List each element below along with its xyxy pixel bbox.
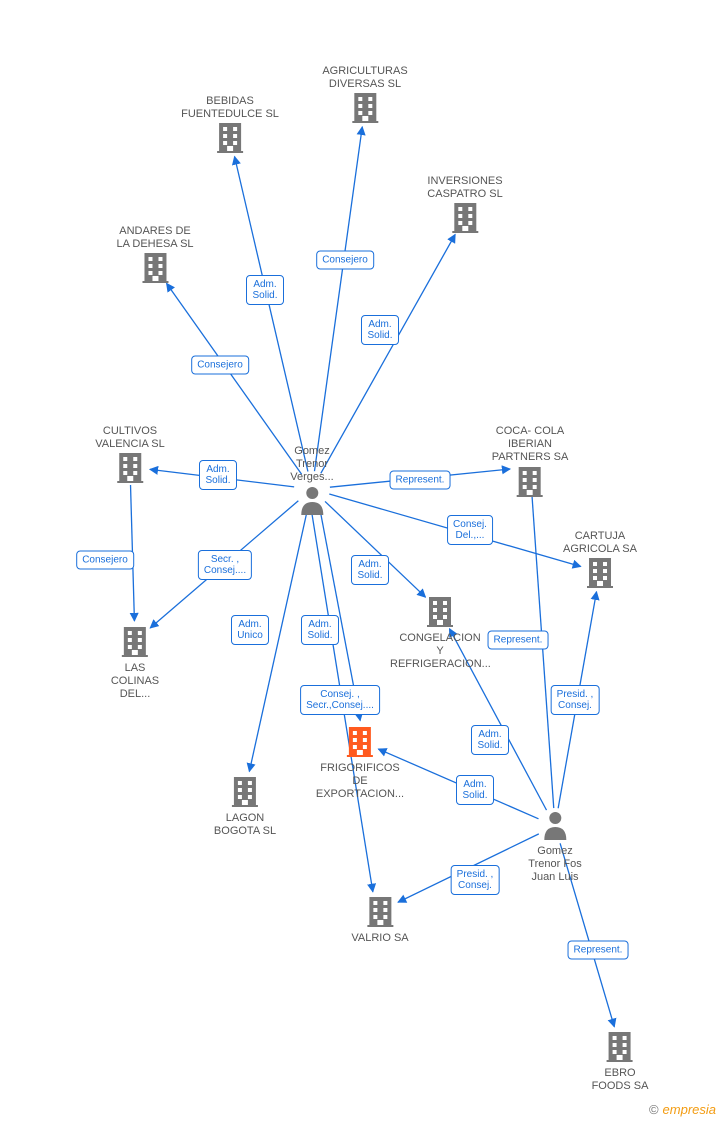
company-node[interactable]: CULTIVOS VALENCIA SL xyxy=(95,425,165,488)
edge-label: Secr. , Consej.... xyxy=(198,550,252,580)
company-node[interactable]: FRIGORIFICOS DE EXPORTACION... xyxy=(316,725,404,802)
edge-label: Represent. xyxy=(568,941,629,960)
building-icon xyxy=(214,775,276,812)
building-icon xyxy=(322,91,407,128)
company-node[interactable]: AGRICULTURAS DIVERSAS SL xyxy=(322,65,407,128)
edge-label: Adm. Solid. xyxy=(199,460,237,490)
company-node[interactable]: EBRO FOODS SA xyxy=(592,1030,649,1093)
node-label: EBRO FOODS SA xyxy=(592,1067,649,1093)
building-icon xyxy=(427,201,502,238)
building-icon xyxy=(116,251,193,288)
company-node[interactable]: BEBIDAS FUENTEDULCE SL xyxy=(181,95,279,158)
building-icon xyxy=(316,725,404,762)
edge-label: Consejero xyxy=(191,356,249,375)
edge-label: Adm. Solid. xyxy=(301,615,339,645)
building-icon xyxy=(95,451,165,488)
edge-label: Adm. Unico xyxy=(231,615,269,645)
node-label: LAS COLINAS DEL... xyxy=(111,662,159,702)
node-label: LAGON BOGOTA SL xyxy=(214,812,276,838)
company-node[interactable]: LAGON BOGOTA SL xyxy=(214,775,276,838)
edge-label: Consejero xyxy=(76,551,134,570)
watermark: © empresia xyxy=(649,1102,716,1117)
edge-label: Consejero xyxy=(316,251,374,270)
edge-label: Consej. Del.,... xyxy=(447,515,493,545)
edge-label: Represent. xyxy=(390,471,451,490)
node-label: INVERSIONES CASPATRO SL xyxy=(427,175,502,201)
edge-label: Adm. Solid. xyxy=(361,315,399,345)
node-label: AGRICULTURAS DIVERSAS SL xyxy=(322,65,407,91)
node-label: ANDARES DE LA DEHESA SL xyxy=(116,225,193,251)
building-icon xyxy=(592,1030,649,1067)
company-node[interactable]: VALRIO SA xyxy=(351,895,408,945)
edge-label: Adm. Solid. xyxy=(246,275,284,305)
person-icon xyxy=(528,810,581,845)
copyright-symbol: © xyxy=(649,1102,659,1117)
node-label: VALRIO SA xyxy=(351,932,408,945)
node-label: Gomez Trenor Verges... xyxy=(290,445,333,485)
node-label: FRIGORIFICOS DE EXPORTACION... xyxy=(316,762,404,802)
node-label: CULTIVOS VALENCIA SL xyxy=(95,425,165,451)
brand-name: empresia xyxy=(663,1102,716,1117)
edge xyxy=(167,283,302,474)
building-icon xyxy=(351,895,408,932)
edge-label: Represent. xyxy=(488,631,549,650)
edge-label: Presid. , Consej. xyxy=(551,685,600,715)
company-node[interactable]: INVERSIONES CASPATRO SL xyxy=(427,175,502,238)
edge-label: Consej. , Secr.,Consej.... xyxy=(300,685,380,715)
building-icon xyxy=(492,465,569,502)
person-icon xyxy=(290,485,333,520)
building-icon xyxy=(390,595,490,632)
company-node[interactable]: COCA- COLA IBERIAN PARTNERS SA xyxy=(492,425,569,502)
person-node[interactable]: Gomez Trenor Verges... xyxy=(290,445,333,520)
edge-label: Presid. , Consej. xyxy=(451,865,500,895)
company-node[interactable]: LAS COLINAS DEL... xyxy=(111,625,159,702)
building-icon xyxy=(563,556,637,593)
company-node[interactable]: ANDARES DE LA DEHESA SL xyxy=(116,225,193,288)
edge-label: Adm. Solid. xyxy=(471,725,509,755)
building-icon xyxy=(181,121,279,158)
node-label: COCA- COLA IBERIAN PARTNERS SA xyxy=(492,425,569,465)
company-node[interactable]: CONGELACION Y REFRIGERACION... xyxy=(390,595,490,672)
node-label: CARTUJA AGRICOLA SA xyxy=(563,530,637,556)
company-node[interactable]: CARTUJA AGRICOLA SA xyxy=(563,530,637,593)
edge-label: Adm. Solid. xyxy=(351,555,389,585)
node-label: BEBIDAS FUENTEDULCE SL xyxy=(181,95,279,121)
node-label: CONGELACION Y REFRIGERACION... xyxy=(390,632,490,672)
edge xyxy=(235,156,308,471)
building-icon xyxy=(111,625,159,662)
person-node[interactable]: Gomez Trenor Fos Juan Luis xyxy=(528,810,581,885)
edge xyxy=(321,234,455,473)
edge xyxy=(314,127,362,471)
node-label: Gomez Trenor Fos Juan Luis xyxy=(528,845,581,885)
edge-label: Adm. Solid. xyxy=(456,775,494,805)
